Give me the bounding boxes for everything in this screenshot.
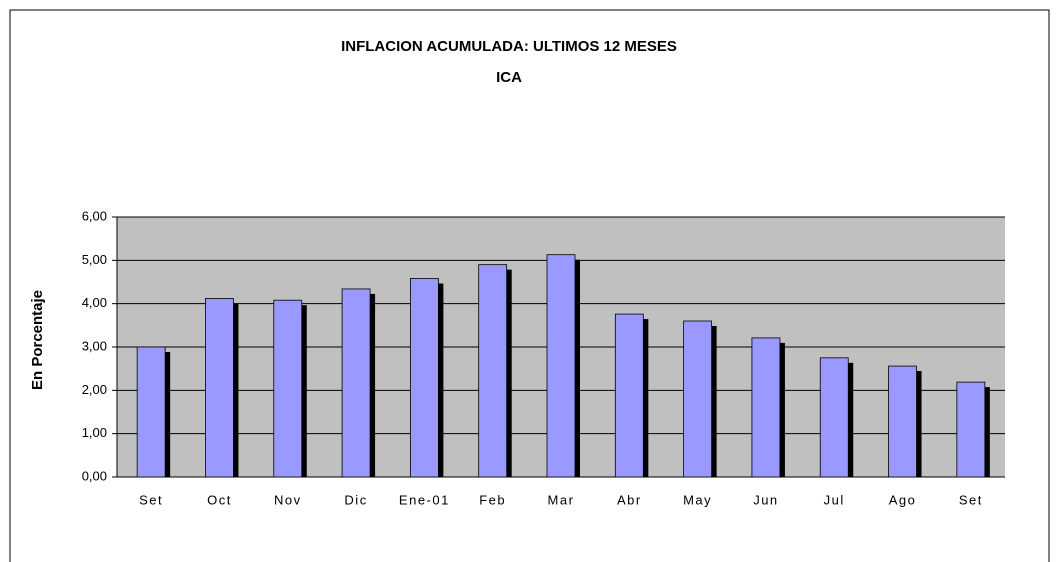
bar [956, 381, 986, 478]
x-tick-label: May [683, 492, 712, 507]
frame [9, 9, 1050, 562]
x-tick-label: Set [139, 492, 163, 507]
y-tick-label: 6,00 [82, 208, 107, 223]
bar [614, 313, 644, 478]
x-tick-label: Dic [344, 492, 367, 507]
y-axis-title: En Porcentaje [29, 290, 46, 390]
bar [751, 337, 781, 478]
bar [409, 278, 439, 478]
x-tick-label: Set [959, 492, 983, 507]
y-tick-label: 1,00 [82, 425, 107, 440]
bar [546, 254, 576, 478]
x-tick-label: Jul [824, 492, 845, 507]
y-tick-label: 4,00 [82, 295, 107, 310]
x-tick-label: Ago [889, 492, 917, 507]
x-tick-label: Mar [548, 492, 575, 507]
bar [273, 299, 303, 478]
x-tick-label: Oct [207, 492, 232, 507]
y-tick-label: 0,00 [82, 468, 107, 483]
bar [819, 357, 849, 478]
y-tick-label: 2,00 [82, 382, 107, 397]
bar [683, 320, 713, 478]
chart-subtitle: ICA [496, 69, 522, 86]
bar [478, 264, 508, 478]
bar [341, 288, 371, 478]
x-tick-label: Ene-01 [399, 492, 450, 507]
x-tick-label: Nov [274, 492, 302, 507]
bar [205, 298, 234, 478]
bar [136, 346, 166, 478]
x-tick-label: Feb [479, 492, 506, 507]
chart-title: INFLACION ACUMULADA: ULTIMOS 12 MESES [341, 38, 677, 55]
x-tick-label: Jun [753, 492, 778, 507]
y-tick-label: 3,00 [82, 338, 107, 353]
bar [888, 365, 917, 478]
x-tick-label: Abr [617, 492, 642, 507]
y-tick-label: 5,00 [82, 252, 107, 267]
